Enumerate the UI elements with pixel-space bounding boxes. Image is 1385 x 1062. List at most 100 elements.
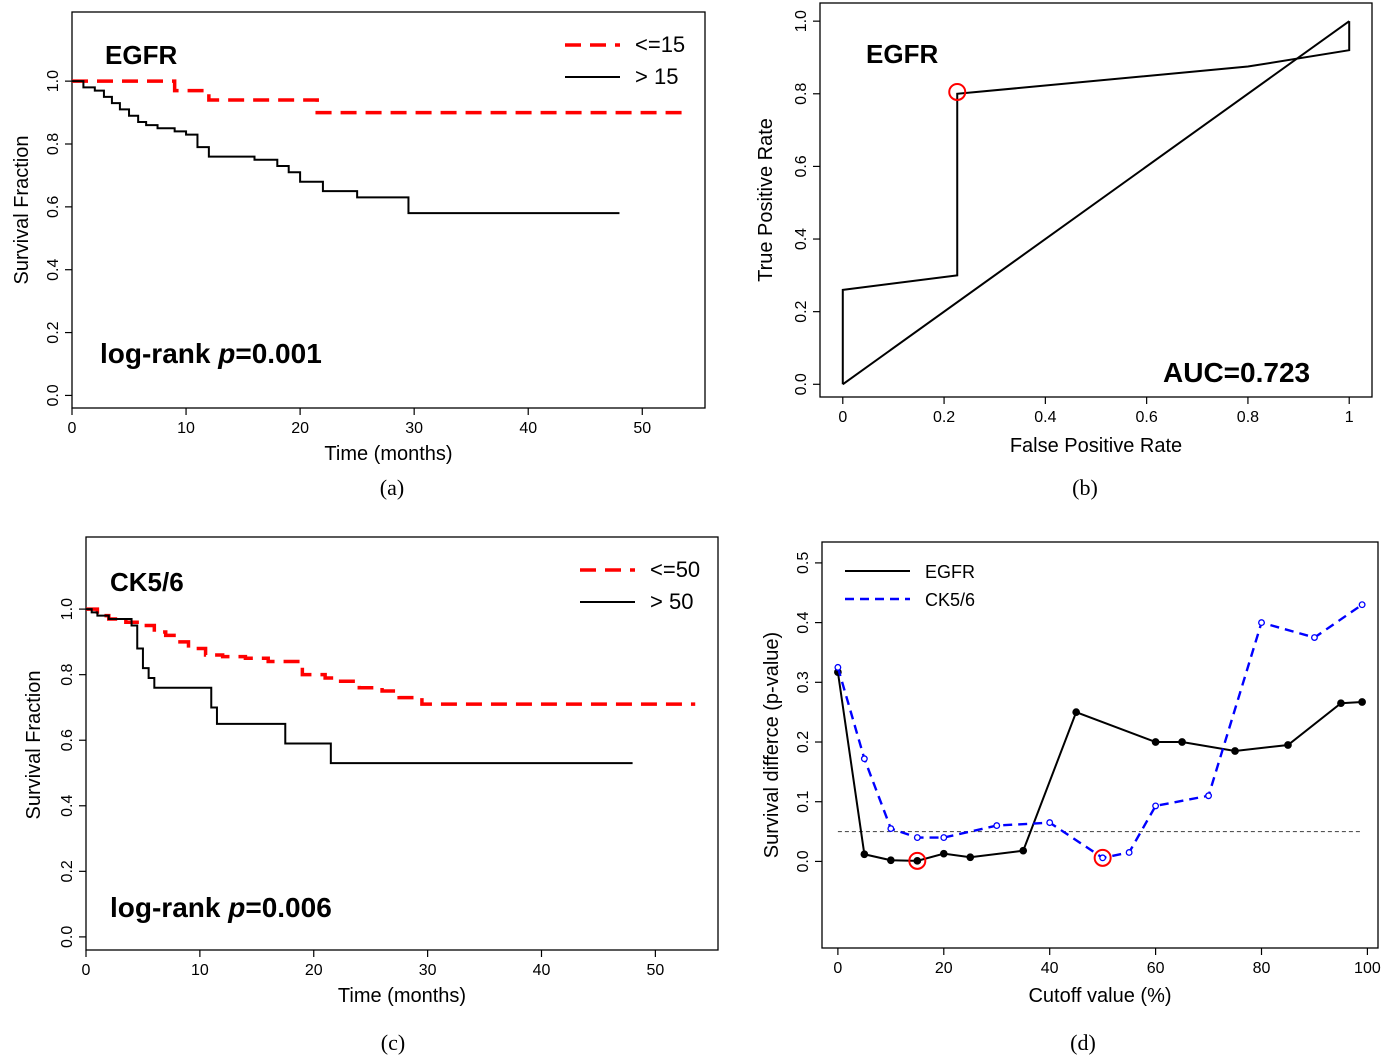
plot-frame xyxy=(819,2,1373,398)
series-line-0 xyxy=(72,79,683,115)
y-tick-label: 0.0 xyxy=(45,384,62,406)
annotation-prefix: log-rank xyxy=(100,338,218,369)
logrank-annotation: log-rank p=0.006 xyxy=(110,892,332,923)
x-tick-label: 60 xyxy=(1147,960,1165,977)
series-line-1 xyxy=(72,80,620,215)
panel-caption: (b) xyxy=(1072,475,1098,500)
highlight-circle xyxy=(1093,848,1112,867)
panel-label: EGFR xyxy=(866,39,938,69)
x-axis-label: False Positive Rate xyxy=(1010,435,1182,457)
x-tick-label: 0 xyxy=(82,962,91,979)
series-line-diagonal xyxy=(842,20,1350,386)
annotation-value: =0.006 xyxy=(245,892,331,923)
data-point xyxy=(1284,741,1292,749)
data-point xyxy=(939,849,948,858)
data-point xyxy=(993,822,1001,830)
y-axis-label: True Positive Rate xyxy=(755,118,777,282)
y-tick-label: 0.0 xyxy=(59,926,76,948)
x-tick-label: 80 xyxy=(1253,960,1271,977)
panel-d: 0 20 40 60 80 100 0.0 0.1 0.2 0.3 0.4 0.5 Cutoff val… xyxy=(761,541,1381,1055)
x-tick-label: 20 xyxy=(291,420,309,437)
x-tick-label: 0 xyxy=(833,960,842,977)
y-tick-label: 0.0 xyxy=(793,373,810,395)
y-tick-label: 0.2 xyxy=(45,321,62,343)
plot-frame xyxy=(85,536,719,951)
panel-a: 0 10 20 30 40 50 0.0 0.2 0.4 0.6 0.8 1.0 Time (month… xyxy=(11,11,706,500)
y-tick-label: 0.6 xyxy=(59,729,76,751)
legend-label: CK5/6 xyxy=(925,590,975,610)
annotation-value: =0.001 xyxy=(235,338,321,369)
data-point xyxy=(1152,802,1160,810)
y-tick-label: 0.1 xyxy=(795,791,812,813)
panel-caption: (d) xyxy=(1070,1030,1096,1055)
y-tick-label: 0.5 xyxy=(795,552,812,574)
y-tick-label: 0.0 xyxy=(795,850,812,872)
x-tick-label: 0 xyxy=(68,420,77,437)
legend-label: <=50 xyxy=(650,557,700,582)
x-axis-label: Cutoff value (%) xyxy=(1028,985,1171,1007)
y-tick-label: 0.6 xyxy=(793,155,810,177)
y-tick-label: 0.8 xyxy=(793,83,810,105)
plot-frame xyxy=(71,11,706,409)
legend-label: EGFR xyxy=(925,562,975,582)
y-tick-label: 0.2 xyxy=(795,731,812,753)
series-line-0 xyxy=(86,607,696,706)
series-line-0 xyxy=(836,672,1363,862)
plot-frame xyxy=(821,541,1379,949)
x-tick-label: 20 xyxy=(935,960,953,977)
y-tick-label: 0.8 xyxy=(45,133,62,155)
x-tick-label: 10 xyxy=(177,420,195,437)
series-line-roc xyxy=(841,21,1351,385)
y-tick-label: 0.4 xyxy=(793,228,810,250)
y-tick-label: 0.6 xyxy=(45,196,62,218)
y-tick-label: 0.2 xyxy=(59,860,76,882)
data-point xyxy=(886,856,895,865)
x-tick-label: 0.6 xyxy=(1136,409,1158,426)
y-tick-label: 0.4 xyxy=(45,258,62,280)
x-tick-label: 40 xyxy=(1041,960,1059,977)
data-point xyxy=(887,825,895,833)
data-point xyxy=(913,834,921,841)
data-point xyxy=(1258,619,1265,627)
x-axis-label: Time (months) xyxy=(338,985,466,1007)
logrank-annotation: log-rank p=0.001 xyxy=(100,338,322,369)
y-tick-label: 1.0 xyxy=(59,598,76,620)
x-tick-label: 0 xyxy=(838,409,847,426)
x-tick-label: 1 xyxy=(1345,409,1354,426)
data-point xyxy=(1311,634,1318,641)
y-axis-label: Survival Fraction xyxy=(11,136,33,285)
x-tick-label: 0.8 xyxy=(1237,409,1259,426)
data-point xyxy=(1178,738,1186,746)
x-tick-label: 10 xyxy=(191,962,209,979)
x-tick-label: 30 xyxy=(405,420,423,437)
series-line-1 xyxy=(836,603,1363,860)
panel-label: EGFR xyxy=(105,40,177,70)
data-point xyxy=(834,663,842,671)
data-point xyxy=(1358,698,1366,706)
data-point xyxy=(1046,819,1054,827)
y-axis-label: Survival differce (p-value) xyxy=(761,632,783,858)
x-tick-label: 30 xyxy=(419,962,437,979)
data-point xyxy=(860,850,869,859)
y-tick-label: 0.2 xyxy=(793,300,810,322)
data-point xyxy=(1019,846,1028,855)
data-point xyxy=(1099,854,1107,862)
x-tick-label: 0.4 xyxy=(1034,409,1056,426)
x-tick-label: 40 xyxy=(519,420,537,437)
annotation-prefix: log-rank xyxy=(110,892,228,923)
data-point xyxy=(940,834,948,841)
x-tick-label: 0.2 xyxy=(933,409,955,426)
data-point xyxy=(1231,747,1239,755)
legend-label: > 50 xyxy=(650,589,693,614)
data-point xyxy=(1205,792,1213,800)
series-line-1 xyxy=(86,608,633,765)
data-point xyxy=(966,853,975,862)
y-tick-label: 0.8 xyxy=(59,663,76,685)
x-tick-label: 20 xyxy=(305,962,323,979)
x-axis-label: Time (months) xyxy=(324,443,452,465)
panel-b: 0 0.2 0.4 0.6 0.8 1 0.0 0.2 0.4 0.6 0.8 1.0 False Po… xyxy=(755,2,1373,500)
highlight-circle xyxy=(948,82,967,101)
y-tick-label: 0.3 xyxy=(795,671,812,693)
panel-caption: (a) xyxy=(380,475,404,500)
